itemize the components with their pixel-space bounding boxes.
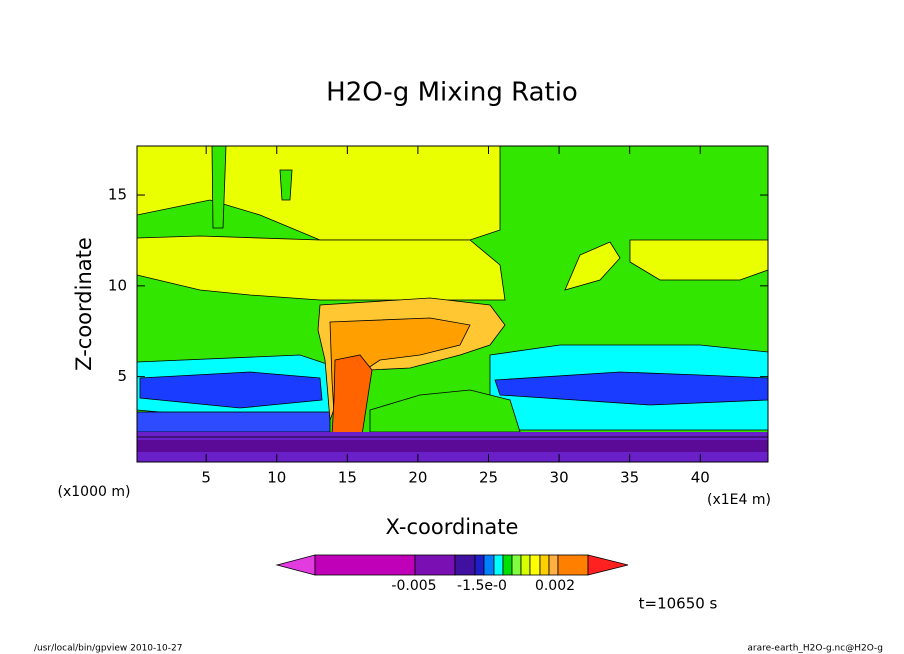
colorbar-segment <box>414 554 456 576</box>
colorbar-segment <box>511 554 522 576</box>
chart-title: H2O-g Mixing Ratio <box>326 78 578 108</box>
colorbar-segment <box>539 554 550 576</box>
colorbar-segment <box>548 554 559 576</box>
colorbar-label: -1.5e-0 <box>457 578 507 594</box>
annotation: t=10650 s <box>639 595 718 613</box>
x-unit: (x1000 m) <box>58 484 131 500</box>
colorbar-segment <box>520 554 531 576</box>
colorbar-segment <box>314 554 416 576</box>
contour-region <box>139 371 323 409</box>
contour-region <box>494 371 768 406</box>
footer: /usr/local/bin/gpview 2010-10-27 <box>34 644 182 654</box>
colorbar-segment <box>587 554 629 576</box>
x-tick-label: 40 <box>691 469 710 487</box>
x-tick-label: 10 <box>267 469 286 487</box>
colorbar-segment <box>529 554 541 576</box>
contour-region <box>629 239 768 281</box>
plot-frame <box>136 145 769 463</box>
y-tick-label: 15 <box>108 186 127 204</box>
footer: arare-earth_H2O-g.nc@H2O-g <box>747 644 883 654</box>
colorbar-label: 0.002 <box>535 578 575 594</box>
x-unit: (x1E4 m) <box>707 492 771 508</box>
x-tick-label: 20 <box>408 469 427 487</box>
x-tick-label: 5 <box>201 469 211 487</box>
colorbar-segment <box>483 554 495 576</box>
colorbar-segment <box>557 554 589 576</box>
contour-region <box>137 440 768 452</box>
colorbar-segment <box>493 554 504 576</box>
y-tick-label: 5 <box>117 367 127 385</box>
y-axis-label: Z-coordinate <box>72 237 96 371</box>
x-tick-label: 35 <box>620 469 639 487</box>
contour-field <box>137 146 768 462</box>
colorbar-segment <box>454 554 476 576</box>
x-axis-label: X-coordinate <box>386 515 519 539</box>
y-tick-label: 10 <box>108 276 127 294</box>
x-tick-label: 25 <box>479 469 498 487</box>
contour-region <box>211 146 293 229</box>
contour-region <box>564 241 621 291</box>
colorbar-label: -0.005 <box>391 578 436 594</box>
contour-region <box>137 411 331 433</box>
x-tick-label: 15 <box>338 469 357 487</box>
x-tick-label: 30 <box>550 469 569 487</box>
colorbar-segment <box>502 554 513 576</box>
colorbar-segment <box>275 554 316 576</box>
colorbar-segment <box>474 554 485 576</box>
